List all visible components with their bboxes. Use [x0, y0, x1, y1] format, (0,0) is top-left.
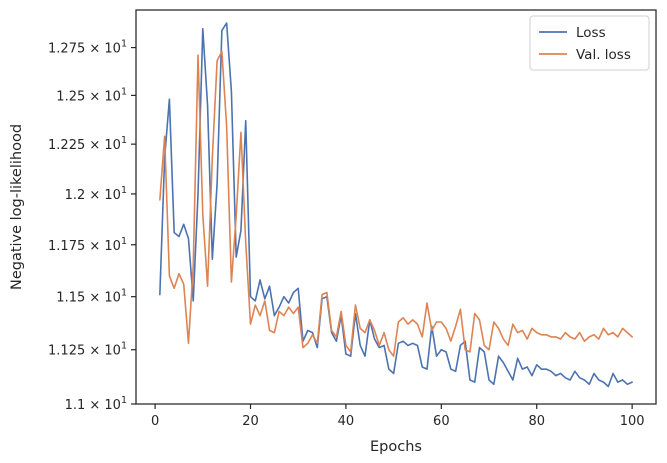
y-axis-label: Negative log-likelihood: [9, 124, 25, 290]
y-tick-label: 1.125 × 101: [48, 341, 127, 359]
y-axis-ticks: 1.1 × 101 1.125 × 101 1.15 × 101 1.175 × 10…: [48, 39, 136, 413]
y-tick-label: 1.2 × 101: [65, 185, 127, 203]
x-tick-label: 20: [242, 414, 259, 429]
y-tick-label: 1.275 × 101: [48, 39, 127, 57]
x-tick-label: 0: [151, 414, 159, 429]
series-line-1: [159, 22, 633, 388]
legend-label-1: Loss: [576, 25, 606, 41]
series-layer: [159, 22, 633, 388]
y-tick-label: 1.15 × 101: [56, 288, 127, 306]
y-tick-label: 1.25 × 101: [56, 86, 127, 104]
x-axis-ticks: 0 20 40 60 80 100: [151, 404, 645, 429]
legend-frame: [529, 15, 650, 71]
y-tick-label: 1.225 × 101: [48, 135, 127, 153]
x-tick-label: 100: [620, 414, 645, 429]
x-tick-label: 80: [528, 414, 545, 429]
legend: Loss Val. loss: [529, 15, 650, 71]
y-tick-label: 1.1 × 101: [65, 395, 127, 413]
x-tick-label: 40: [338, 414, 355, 429]
x-axis-label: Epochs: [370, 439, 422, 455]
legend-label-2: Val. loss: [576, 47, 631, 63]
series-line-2: [159, 50, 633, 357]
x-tick-label: 60: [433, 414, 450, 429]
y-tick-label: 1.175 × 101: [48, 236, 127, 254]
